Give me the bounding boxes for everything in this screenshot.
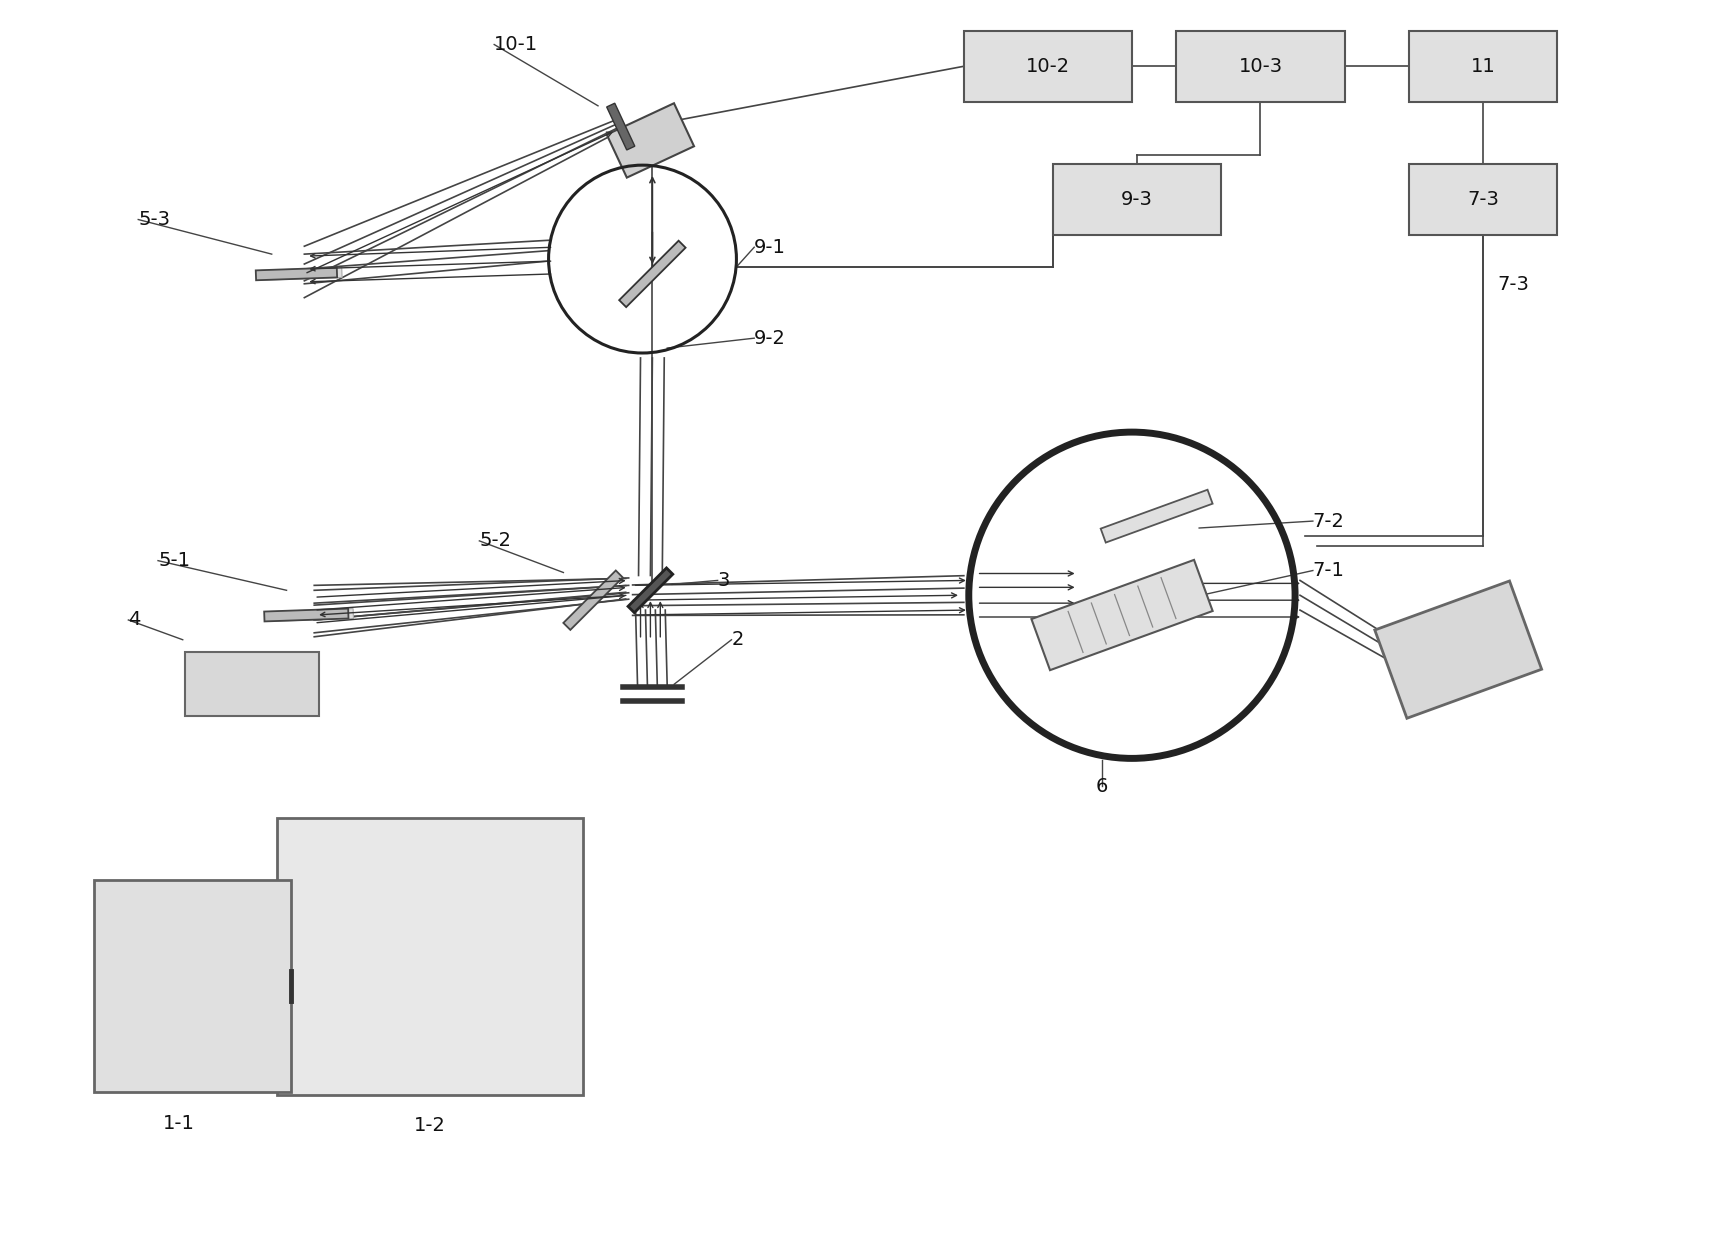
Text: 6: 6 — [1096, 776, 1108, 796]
Text: 1-2: 1-2 — [414, 1117, 446, 1135]
Polygon shape — [255, 268, 338, 280]
Polygon shape — [1373, 581, 1540, 718]
Bar — [1175, 31, 1344, 102]
Polygon shape — [260, 268, 341, 280]
Bar — [963, 31, 1132, 102]
Polygon shape — [619, 241, 686, 307]
Bar — [184, 652, 319, 717]
Polygon shape — [1030, 560, 1211, 670]
Bar — [1053, 164, 1220, 236]
Text: 5-1: 5-1 — [159, 552, 190, 570]
Polygon shape — [1099, 490, 1211, 543]
Bar — [1408, 164, 1556, 236]
Bar — [276, 818, 582, 1095]
Text: 2: 2 — [731, 631, 743, 649]
Text: 5-2: 5-2 — [479, 532, 512, 550]
Bar — [93, 880, 291, 1092]
Text: 7-2: 7-2 — [1313, 512, 1344, 531]
Text: 9-3: 9-3 — [1120, 190, 1153, 210]
Text: 10-1: 10-1 — [495, 35, 538, 54]
Text: 1-1: 1-1 — [164, 1114, 195, 1133]
Text: 7-3: 7-3 — [1497, 275, 1528, 294]
Text: 9-1: 9-1 — [753, 238, 786, 257]
Text: 7-1: 7-1 — [1313, 561, 1344, 580]
Polygon shape — [264, 608, 348, 622]
Polygon shape — [269, 608, 353, 622]
Text: 3: 3 — [717, 571, 729, 590]
Text: 9-2: 9-2 — [753, 328, 786, 348]
Bar — [1408, 31, 1556, 102]
Polygon shape — [563, 570, 622, 629]
Text: 5-3: 5-3 — [138, 210, 171, 230]
Text: 11: 11 — [1470, 57, 1494, 75]
Text: 10-2: 10-2 — [1025, 57, 1070, 75]
Polygon shape — [606, 104, 634, 151]
Polygon shape — [627, 568, 672, 612]
Polygon shape — [606, 104, 694, 178]
Text: 4: 4 — [128, 611, 141, 629]
Text: 7-3: 7-3 — [1466, 190, 1497, 210]
Text: 10-3: 10-3 — [1237, 57, 1282, 75]
